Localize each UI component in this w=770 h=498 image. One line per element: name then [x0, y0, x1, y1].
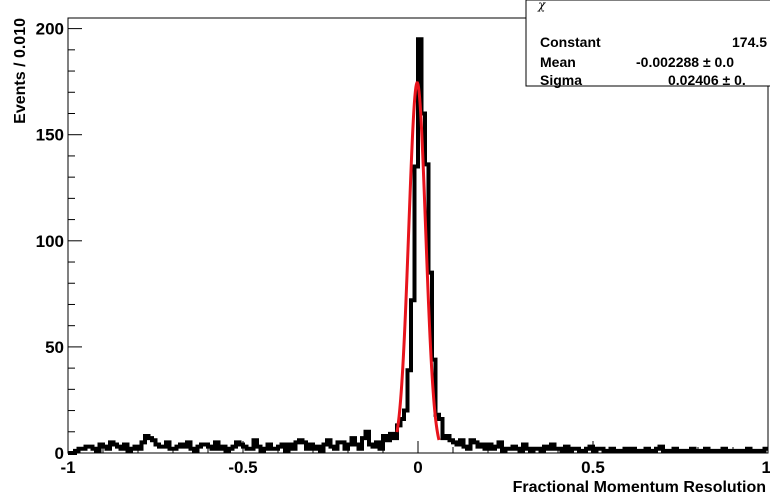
stats-box: χ Constant 174.5 Mean -0.002288 ± 0.0 Si… — [525, 0, 770, 88]
chi2-symbol: χ — [537, 0, 546, 12]
y-tick-label: 200 — [36, 20, 64, 39]
x-tick-label: -0.5 — [228, 458, 257, 477]
y-tick-label: 150 — [36, 126, 64, 145]
x-tick-label: 1 — [762, 458, 770, 477]
stats-box-frame — [525, 0, 770, 87]
gaussian-fit-curve — [395, 81, 441, 441]
y-tick-label: 100 — [36, 232, 64, 251]
stats-name-mean: Mean — [540, 54, 576, 70]
histogram-series — [68, 37, 768, 455]
stats-name-sigma: Sigma — [540, 72, 582, 88]
stats-value-mean: -0.002288 ± 0.0 — [636, 54, 734, 70]
stats-name-constant: Constant — [540, 34, 601, 50]
y-tick-label: 50 — [45, 338, 64, 357]
y-axis-title: Events / 0.010 — [12, 18, 29, 124]
y-tick-label: 0 — [55, 444, 64, 463]
stats-value-sigma: 0.02406 ± 0. — [668, 72, 746, 88]
x-tick-label: 0.5 — [581, 458, 605, 477]
x-tick-label: 0 — [413, 458, 422, 477]
x-axis-title: Fractional Momentum Resolution — [513, 479, 766, 496]
tick-labels: -1 -0.5 0 0.5 1 0 50 100 150 200 — [36, 20, 770, 477]
x-tick-label: -1 — [60, 458, 75, 477]
stats-value-constant: 174.5 — [732, 34, 767, 50]
